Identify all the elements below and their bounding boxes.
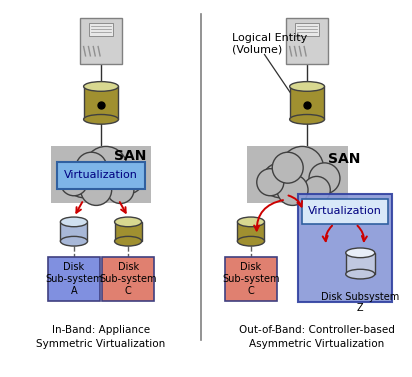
Text: Disk
Sub-system
A: Disk Sub-system A [45, 262, 103, 296]
Ellipse shape [237, 217, 265, 227]
Circle shape [281, 146, 323, 189]
FancyBboxPatch shape [302, 199, 389, 224]
FancyBboxPatch shape [290, 86, 325, 120]
Circle shape [277, 175, 308, 205]
Ellipse shape [61, 217, 87, 227]
Circle shape [257, 169, 284, 196]
FancyBboxPatch shape [102, 257, 154, 301]
Circle shape [76, 152, 107, 183]
Text: Out-of-Band: Controller-based
Asymmetric Virtualization: Out-of-Band: Controller-based Asymmetric… [239, 325, 395, 349]
Bar [51, 146, 151, 204]
Text: Disk Subsystem
Z: Disk Subsystem Z [321, 291, 399, 313]
Circle shape [262, 163, 297, 198]
Circle shape [107, 176, 134, 204]
Text: Disk
Sub-system
C: Disk Sub-system C [99, 262, 157, 296]
Circle shape [81, 175, 112, 205]
Text: SAN: SAN [328, 152, 360, 166]
Ellipse shape [346, 248, 375, 257]
Circle shape [66, 163, 101, 198]
Ellipse shape [115, 217, 142, 227]
FancyBboxPatch shape [295, 23, 319, 36]
Circle shape [84, 146, 127, 189]
FancyBboxPatch shape [84, 86, 118, 120]
Text: Virtualization: Virtualization [308, 206, 382, 216]
Circle shape [61, 169, 87, 196]
FancyBboxPatch shape [48, 257, 100, 301]
Ellipse shape [290, 81, 325, 91]
Text: Virtualization: Virtualization [64, 170, 138, 181]
Text: Disk
Sub-system
C: Disk Sub-system C [222, 262, 280, 296]
FancyBboxPatch shape [115, 222, 142, 241]
FancyBboxPatch shape [298, 194, 392, 302]
Circle shape [303, 176, 330, 204]
Text: In-Band: Appliance
Symmetric Virtualization: In-Band: Appliance Symmetric Virtualizat… [36, 325, 166, 349]
Ellipse shape [84, 81, 118, 91]
Ellipse shape [346, 269, 375, 279]
Text: SAN: SAN [114, 149, 146, 163]
Circle shape [309, 163, 340, 194]
Ellipse shape [115, 236, 142, 246]
Ellipse shape [61, 236, 87, 246]
FancyBboxPatch shape [237, 222, 265, 241]
FancyBboxPatch shape [58, 162, 145, 189]
FancyBboxPatch shape [286, 18, 328, 64]
Ellipse shape [84, 115, 118, 124]
Circle shape [272, 152, 303, 183]
FancyBboxPatch shape [80, 18, 122, 64]
FancyBboxPatch shape [89, 23, 113, 36]
Text: Logical Entity
(Volume): Logical Entity (Volume) [232, 33, 307, 55]
Ellipse shape [290, 115, 325, 124]
FancyBboxPatch shape [346, 253, 375, 274]
FancyBboxPatch shape [61, 222, 87, 241]
Bar [247, 146, 348, 204]
Ellipse shape [237, 236, 265, 246]
Circle shape [112, 163, 144, 194]
FancyBboxPatch shape [225, 257, 277, 301]
